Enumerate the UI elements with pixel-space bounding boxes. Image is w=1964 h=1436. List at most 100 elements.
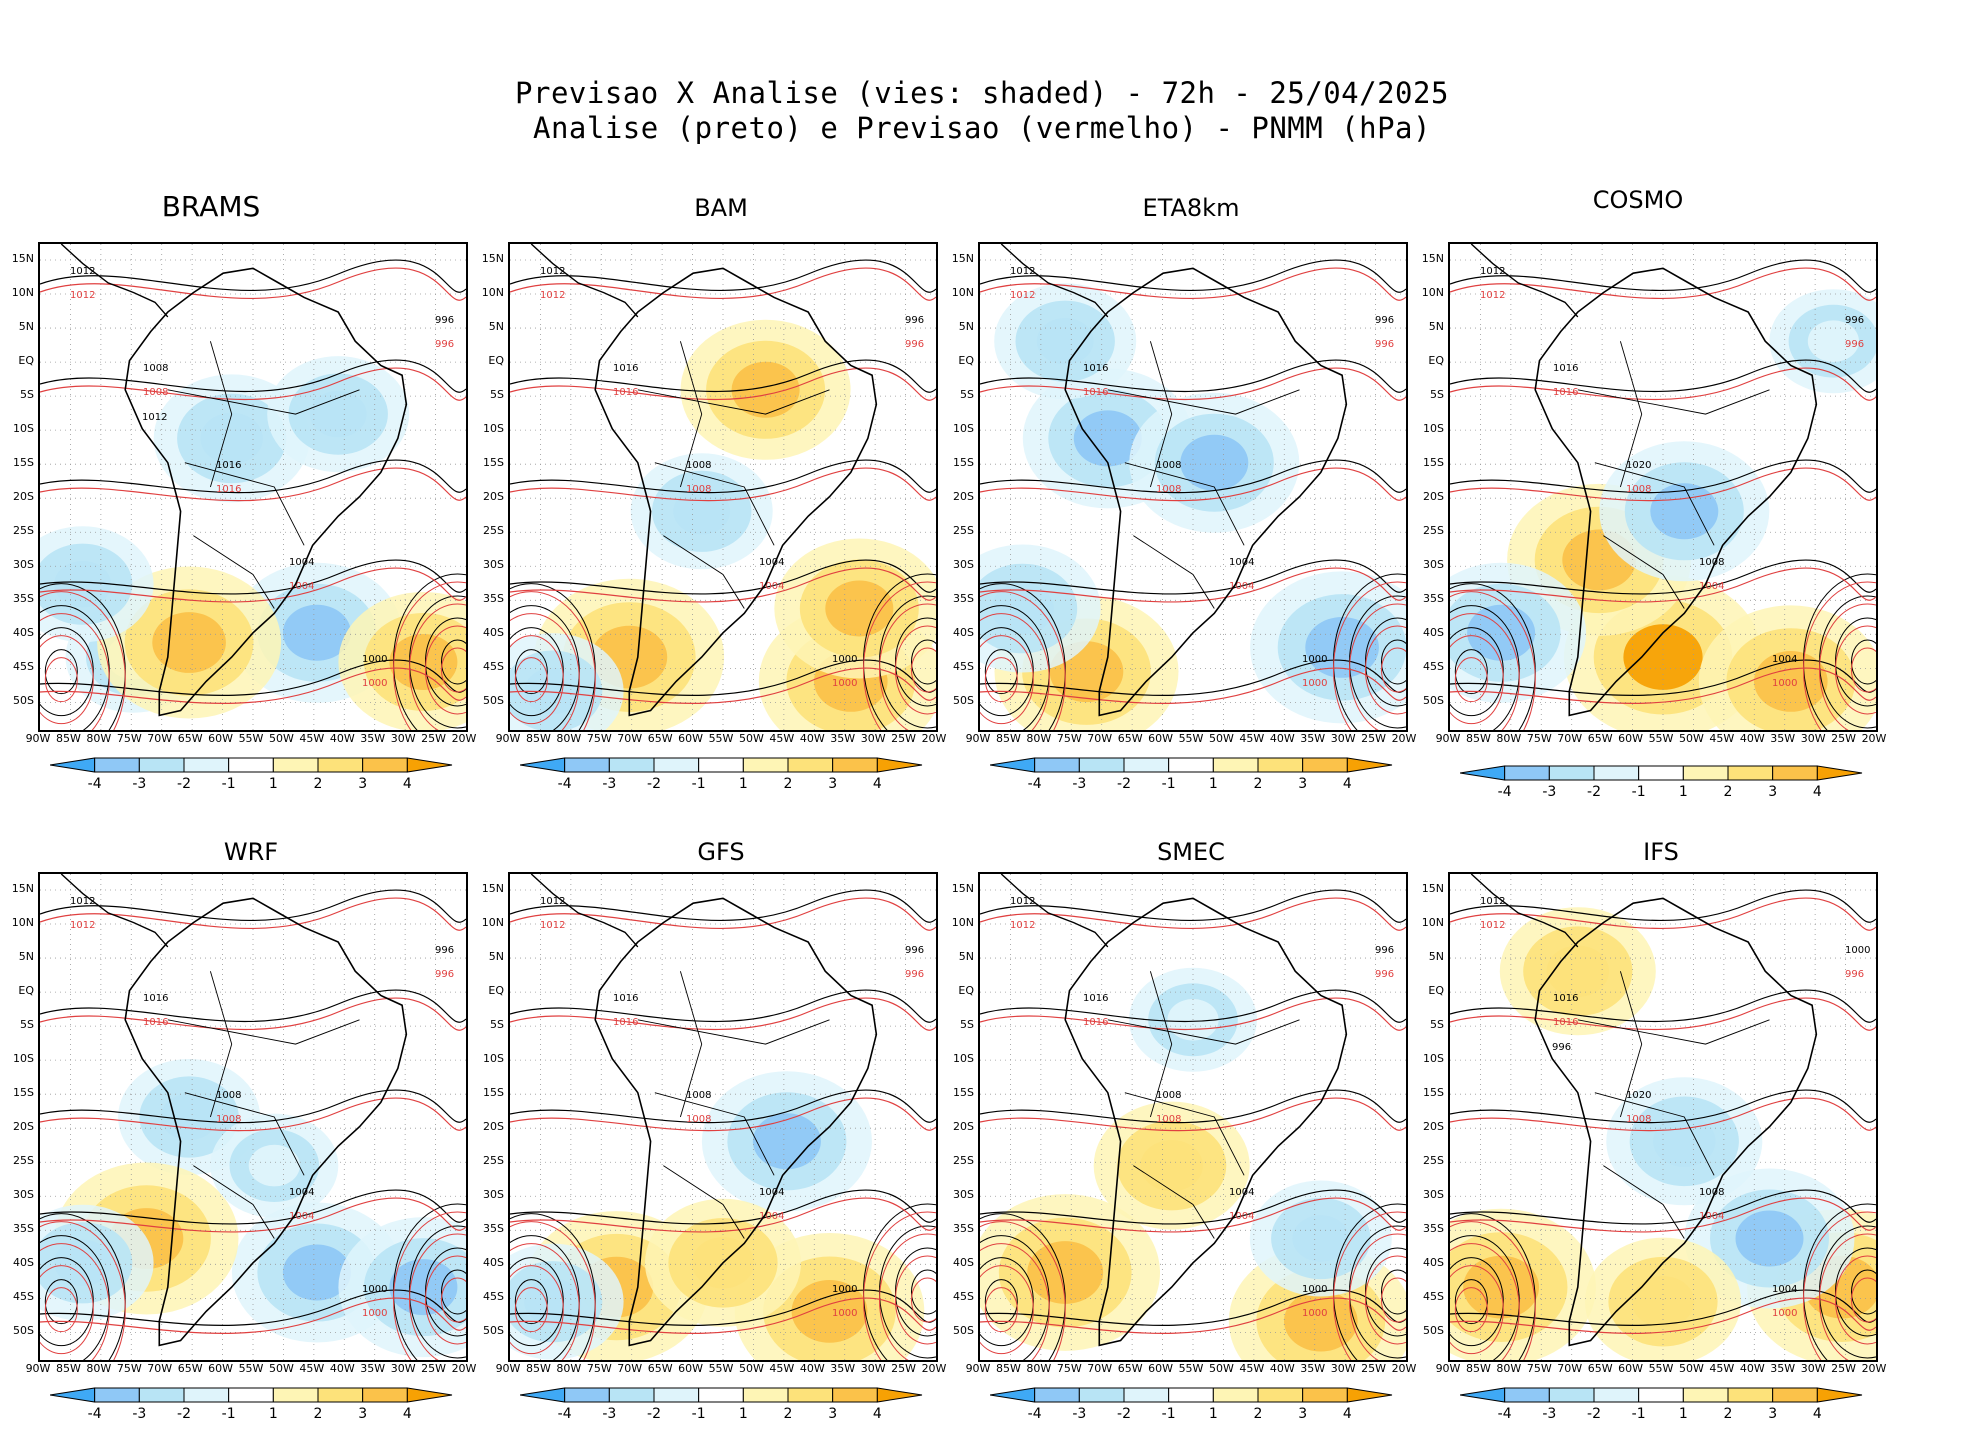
- lon-tick-label: 75W: [116, 1362, 142, 1375]
- colorbar-swatch: [990, 757, 1036, 773]
- lon-tick-label: 20W: [1391, 732, 1417, 745]
- lon-tick-label: 90W: [1435, 1362, 1461, 1375]
- forecast-isobar: [510, 467, 936, 502]
- analysis-isobar: [1450, 659, 1876, 696]
- analysis-contour-label: 1004: [759, 1187, 784, 1198]
- forecast-isobar: [980, 1097, 1406, 1132]
- bias-shade-core: [1073, 410, 1142, 467]
- map-svg: 1012 1016 1008 1004 1000 996 1012 1016 1008 1004 1…: [510, 244, 936, 730]
- south-america-coastline: [594, 267, 878, 717]
- analysis-low-contour: [440, 639, 466, 685]
- colorbar-label: 4: [1812, 784, 1822, 800]
- colorbar-swatch: [653, 757, 700, 773]
- colorbar-swatch: [1816, 1387, 1863, 1403]
- lat-tick-label: 15N: [11, 882, 34, 895]
- lon-tick-label: 35W: [1770, 1362, 1796, 1375]
- analysis-isobar: [40, 359, 466, 393]
- lon-tick-label: 25W: [421, 1362, 446, 1375]
- lat-tick-label: 15N: [481, 882, 504, 895]
- forecast-contour-label: 1008: [1626, 1114, 1651, 1125]
- forecast-low-contour: [980, 635, 1034, 725]
- colorbar-swatch: [362, 1387, 408, 1403]
- lon-tick-label: 45W: [769, 732, 795, 745]
- forecast-isobar: [980, 667, 1406, 704]
- lon-tick-label: 65W: [1117, 1362, 1143, 1375]
- forecast-contour-label: 1008: [686, 484, 711, 495]
- analysis-isobar: [980, 1089, 1406, 1124]
- colorbar-label: -2: [177, 776, 191, 792]
- panel-title: BAM: [694, 194, 748, 222]
- colorbar-swatch: [1034, 757, 1080, 773]
- lon-tick-label: 60W: [208, 732, 233, 745]
- country-border: [1133, 535, 1215, 609]
- country-border: [1124, 462, 1245, 546]
- lon-tick-label: 45W: [1239, 1362, 1265, 1375]
- lat-tick-label: 50S: [953, 1324, 974, 1338]
- colorbar: [990, 757, 1393, 773]
- colorbar-swatch: [1682, 1387, 1729, 1403]
- lat-tick-label: 20S: [483, 1120, 504, 1134]
- lat-tick-label: 30S: [13, 558, 34, 572]
- forecast-low-contour: [984, 1287, 1018, 1333]
- colorbar-label: -3: [132, 1406, 147, 1422]
- analysis-contour-label: 1000: [362, 1284, 387, 1295]
- forecast-low-contour: [1850, 1277, 1876, 1323]
- main-title: Previsao X Analise (vies: shaded) - 72h …: [0, 76, 1964, 146]
- colorbar-label: 1: [268, 1406, 278, 1422]
- analysis-isobar: [980, 259, 1406, 293]
- lat-tick-label: 35S: [953, 592, 974, 606]
- country-border: [663, 1165, 745, 1239]
- lat-tick-label: 10N: [11, 286, 34, 300]
- analysis-contour-label: 1000: [832, 1284, 857, 1295]
- analysis-contour-label: 1016: [216, 460, 241, 471]
- lat-tick-label: 10N: [481, 286, 504, 300]
- lon-tick-label: 90W: [25, 1362, 51, 1375]
- lat-tick-label: EQ: [958, 354, 974, 368]
- forecast-low-contour: [440, 1277, 466, 1323]
- colorbar-label: 1: [268, 776, 278, 792]
- forecast-isobar: [1450, 567, 1876, 603]
- lat-tick-label: 45S: [953, 660, 974, 674]
- country-border: [1107, 1019, 1300, 1045]
- forecast-low-contour: [1818, 603, 1876, 730]
- lon-tick-label: 60W: [1148, 1362, 1173, 1375]
- lon-tick-label: 20W: [921, 1362, 947, 1375]
- lat-tick-label: 10S: [13, 1052, 34, 1066]
- forecast-contour-label: 1000: [362, 678, 387, 689]
- analysis-low-contour: [1454, 649, 1488, 695]
- lat-tick-label: 15N: [11, 252, 34, 265]
- colorbar-label: 3: [358, 1406, 368, 1422]
- forecast-isobar: [510, 667, 936, 704]
- forecast-contour-label: 1012: [1010, 290, 1035, 301]
- colorbar-label: -4: [1497, 784, 1512, 800]
- lat-tick-label: 40S: [483, 1256, 504, 1270]
- lat-tick-label: 5S: [960, 388, 974, 402]
- forecast-isobar: [40, 367, 466, 401]
- forecast-contour-label: 1016: [1553, 1017, 1578, 1028]
- forecast-isobar: [1450, 467, 1876, 502]
- lat-tick-label: 5N: [958, 320, 974, 334]
- lon-tick-label: 25W: [891, 1362, 916, 1375]
- lat-tick-label: 30S: [1423, 558, 1444, 572]
- forecast-low-contour: [1802, 1211, 1876, 1360]
- forecast-isobar: [980, 367, 1406, 401]
- lon-tick-label: 50W: [268, 1362, 294, 1375]
- colorbar-label: -1: [691, 776, 706, 792]
- lat-tick-label: 45S: [483, 1290, 504, 1304]
- colorbar-label: 4: [402, 1406, 412, 1422]
- lat-tick-label: 40S: [13, 626, 34, 640]
- forecast-contour-label: 1012: [70, 920, 95, 931]
- analysis-contour-label: 996: [905, 945, 924, 956]
- forecast-low-contour: [40, 591, 126, 730]
- forecast-low-contour: [1364, 625, 1406, 715]
- forecast-low-contour: [408, 1233, 466, 1360]
- forecast-low-contour: [514, 657, 548, 703]
- colorbar-swatch: [1593, 1387, 1640, 1403]
- lat-tick-label: 35S: [953, 1222, 974, 1236]
- forecast-contour-label: 1000: [1772, 678, 1797, 689]
- lon-tick-label: 75W: [586, 1362, 612, 1375]
- forecast-contour-label: 1004: [1229, 1211, 1254, 1222]
- panel-title: ETA8km: [1142, 194, 1240, 222]
- forecast-low-contour: [40, 1221, 126, 1360]
- lon-tick-label: 25W: [421, 732, 446, 745]
